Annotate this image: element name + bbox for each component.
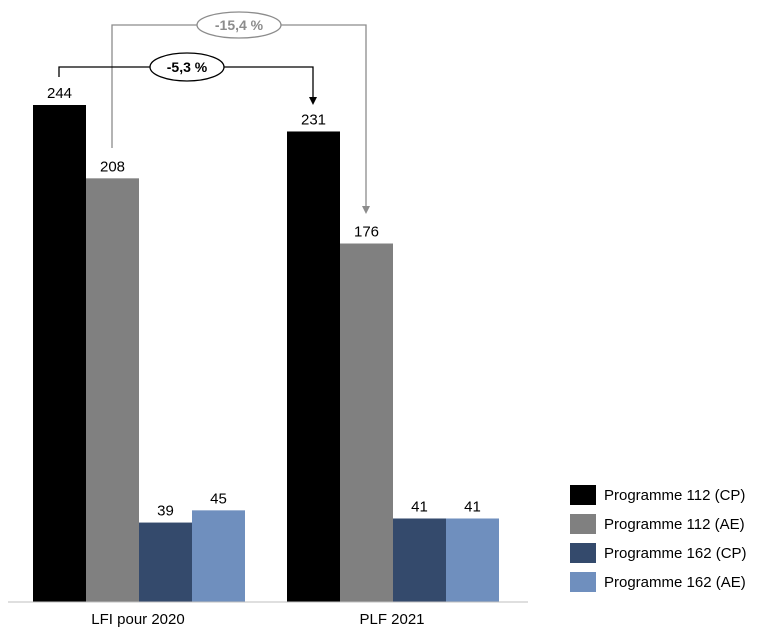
annotation-cp-ellipse	[149, 52, 225, 82]
legend-swatch-programme-162-cp	[570, 543, 596, 563]
bar-programme-162-cp-lfi-pour-2020	[139, 522, 192, 602]
value-label-programme-162-cp-plf-2021: 41	[411, 498, 428, 515]
value-label-programme-162-ae-plf-2021: 41	[464, 498, 481, 515]
legend-swatch-programme-112-ae	[570, 514, 596, 534]
annotation-cp-text: -5,3 %	[167, 59, 208, 75]
legend-label-programme-162-cp: Programme 162 (CP)	[604, 545, 747, 562]
bar-programme-112-ae-lfi-pour-2020	[86, 178, 139, 602]
bar-programme-112-cp-plf-2021	[287, 131, 340, 603]
legend-swatch-programme-112-cp	[570, 485, 596, 505]
bar-programme-162-ae-lfi-pour-2020	[192, 510, 245, 602]
legend-label-programme-162-ae: Programme 162 (AE)	[604, 574, 746, 591]
annotation-ae-ellipse	[196, 11, 282, 39]
value-labels-group: 244 208 39 45 231 176 41 41	[47, 85, 481, 520]
value-label-programme-162-cp-lfi-pour-2020: 39	[157, 503, 174, 520]
bar-programme-162-ae-plf-2021	[446, 518, 499, 602]
legend: Programme 112 (CP) Programme 112 (AE) Pr…	[570, 485, 747, 592]
value-label-programme-112-cp-lfi-pour-2020: 244	[47, 85, 72, 102]
bar-programme-112-cp-lfi-pour-2020	[33, 105, 86, 602]
category-label-plf-2021: PLF 2021	[359, 611, 424, 628]
value-label-programme-162-ae-lfi-pour-2020: 45	[210, 490, 227, 507]
legend-label-programme-112-ae: Programme 112 (AE)	[604, 516, 745, 533]
value-label-programme-112-ae-lfi-pour-2020: 208	[100, 158, 125, 175]
category-label-lfi-2020: LFI pour 2020	[91, 611, 184, 628]
legend-swatch-programme-162-ae	[570, 572, 596, 592]
value-label-programme-112-ae-plf-2021: 176	[354, 224, 379, 241]
bar-programme-162-cp-plf-2021	[393, 518, 446, 602]
bars-group	[33, 105, 499, 603]
annotation-cp-change: -5,3 %	[58, 52, 317, 105]
legend-label-programme-112-cp: Programme 112 (CP)	[604, 487, 745, 504]
bar-programme-112-ae-plf-2021	[340, 243, 393, 603]
value-label-programme-112-cp-plf-2021: 231	[301, 111, 326, 128]
annotation-ae-change: -15,4 %	[111, 11, 370, 214]
annotation-ae-text: -15,4 %	[215, 17, 264, 33]
